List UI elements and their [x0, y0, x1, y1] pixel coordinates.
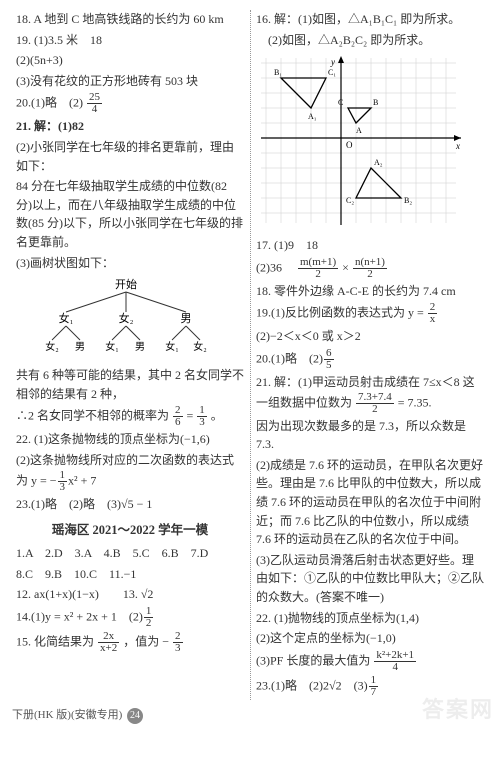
q20-frac: 254	[87, 92, 102, 115]
page-number: 24	[127, 708, 143, 724]
svg-text:A₁: A₁	[308, 112, 317, 121]
q19-2: (2)(5n+3)	[16, 51, 244, 70]
r22-1: 22. (1)抛物线的顶点坐标为(1,4)	[256, 609, 484, 628]
q20-text: 20.(1)略 (2)	[16, 96, 83, 110]
r19-1: 19.(1)反比例函数的表达式为 y = 2x	[256, 302, 484, 325]
svg-text:A₂: A₂	[374, 158, 383, 167]
svg-text:y: y	[330, 57, 335, 67]
q22-2: (2)这条抛物线所对应的二次函数的表达式为 y = −13x² + 7	[16, 451, 244, 493]
r21-2: (2)成绩是 7.6 环的运动员，在甲队名次更好些。理由是 7.6 比甲队的中位…	[256, 456, 484, 549]
q19-1: 19. (1)3.5 米 18	[16, 31, 244, 50]
r22-3: (3)PF 长度的最大值为 k²+2k+14	[256, 650, 484, 673]
r22-2: (2)这个定点的坐标为(−1,0)	[256, 629, 484, 648]
svg-text:女₂: 女₂	[119, 311, 134, 325]
q14: 14.(1)y = x² + 2x + 1 (2)12	[16, 606, 244, 629]
r19-2: (2)−2＜x＜0 或 x＞2	[256, 327, 484, 346]
q21-head: 21. 解：(1)82	[16, 117, 244, 136]
section-heading: 瑶海区 2021～2022 学年一模	[16, 519, 244, 538]
q20: 20.(1)略 (2) 254	[16, 92, 244, 115]
svg-text:男: 男	[135, 341, 145, 353]
q21-prob: ∴2 名女同学不相邻的概率为 26 = 13 。	[16, 405, 244, 428]
r17-2: (2)36 m(m+1)2 × n(n+1)2	[256, 257, 484, 280]
q19-3: (3)没有花纹的正方形地砖有 503 块	[16, 72, 244, 91]
q21-3: (3)画树状图如下：	[16, 254, 244, 273]
q18: 18. A 地到 C 地高铁线路的长约为 60 km	[16, 10, 244, 29]
q23: 23.(1)略 (2)略 (3)√5 − 1	[16, 495, 244, 514]
svg-text:x: x	[455, 141, 460, 151]
svg-text:女₁: 女₁	[165, 340, 179, 353]
r16-1: 16. 解：(1)如图，△A₁B₁C₁ 即为所求。	[256, 10, 484, 29]
mc-row1: 1.A 2.D 3.A 4.B 5.C 6.B 7.D	[16, 544, 244, 563]
svg-text:B₂: B₂	[404, 196, 412, 205]
svg-text:男: 男	[181, 313, 192, 325]
r17-1: 17. (1)9 18	[256, 236, 484, 255]
svg-text:女₁: 女₁	[59, 311, 74, 325]
r16-2: (2)如图，△A₂B₂C₂ 即为所求。	[256, 31, 484, 50]
svg-text:C: C	[338, 98, 343, 107]
q15: 15. 化简结果为 2xx+2 ，值为 − 23	[16, 631, 244, 654]
svg-text:B₁: B₁	[274, 68, 282, 77]
svg-text:C₂: C₂	[346, 196, 354, 205]
mc-row2: 8.C 9.B 10.C 11.−1	[16, 565, 244, 584]
svg-text:女₁: 女₁	[105, 340, 119, 353]
q21-reason: 84 分在七年级抽取学生成绩的中位数(82 分)以上，而在八年级抽取学生成绩的中…	[16, 177, 244, 251]
q21-count: 共有 6 种等可能的结果，其中 2 名女同学不相邻的结果有 2 种，	[16, 366, 244, 403]
q21-2: (2)小张同学在七年级的排名更靠前，理由如下：	[16, 138, 244, 175]
r20: 20.(1)略 (2)65	[256, 348, 484, 371]
right-column: 16. 解：(1)如图，△A₁B₁C₁ 即为所求。 (2)如图，△A₂B₂C₂ …	[250, 8, 490, 700]
svg-text:女₂: 女₂	[45, 340, 59, 353]
svg-text:开始: 开始	[115, 278, 137, 291]
r21-1: 21. 解：(1)甲运动员射击成绩在 7≤x＜8 这一组数据中位数为 7.3+7…	[256, 373, 484, 415]
q12-13: 12. ax(1+x)(1−x) 13. √2	[16, 585, 244, 604]
coordinate-graph: O x y B₁ A₁ C₁ A B C A₂ B₂ C₂	[256, 53, 466, 228]
r18: 18. 零件外边缘 A-C-E 的长约为 7.4 cm	[256, 282, 484, 301]
svg-text:A: A	[356, 126, 362, 135]
footer-text: 下册(HK 版)(安徽专用)	[12, 709, 122, 721]
svg-text:C₁: C₁	[328, 68, 336, 77]
watermark: 答案网	[422, 692, 494, 724]
svg-text:男: 男	[75, 341, 85, 353]
svg-text:女₂: 女₂	[193, 340, 207, 353]
tree-diagram: 开始 女₁ 女₂ 男 女₂ 男 女₁ 男 女₁ 女₂	[26, 278, 226, 356]
q22-1: 22. (1)这条抛物线的顶点坐标为(−1,6)	[16, 430, 244, 449]
r21-mode: 因为出现次数最多的是 7.3，所以众数是 7.3.	[256, 417, 484, 454]
svg-text:B: B	[373, 98, 378, 107]
svg-text:O: O	[346, 140, 353, 150]
left-column: 18. A 地到 C 地高铁线路的长约为 60 km 19. (1)3.5 米 …	[10, 8, 250, 700]
r21-3: (3)乙队运动员滑落后射击状态更好些。理由如下：①乙队的中位数比甲队大；②乙队的…	[256, 551, 484, 607]
